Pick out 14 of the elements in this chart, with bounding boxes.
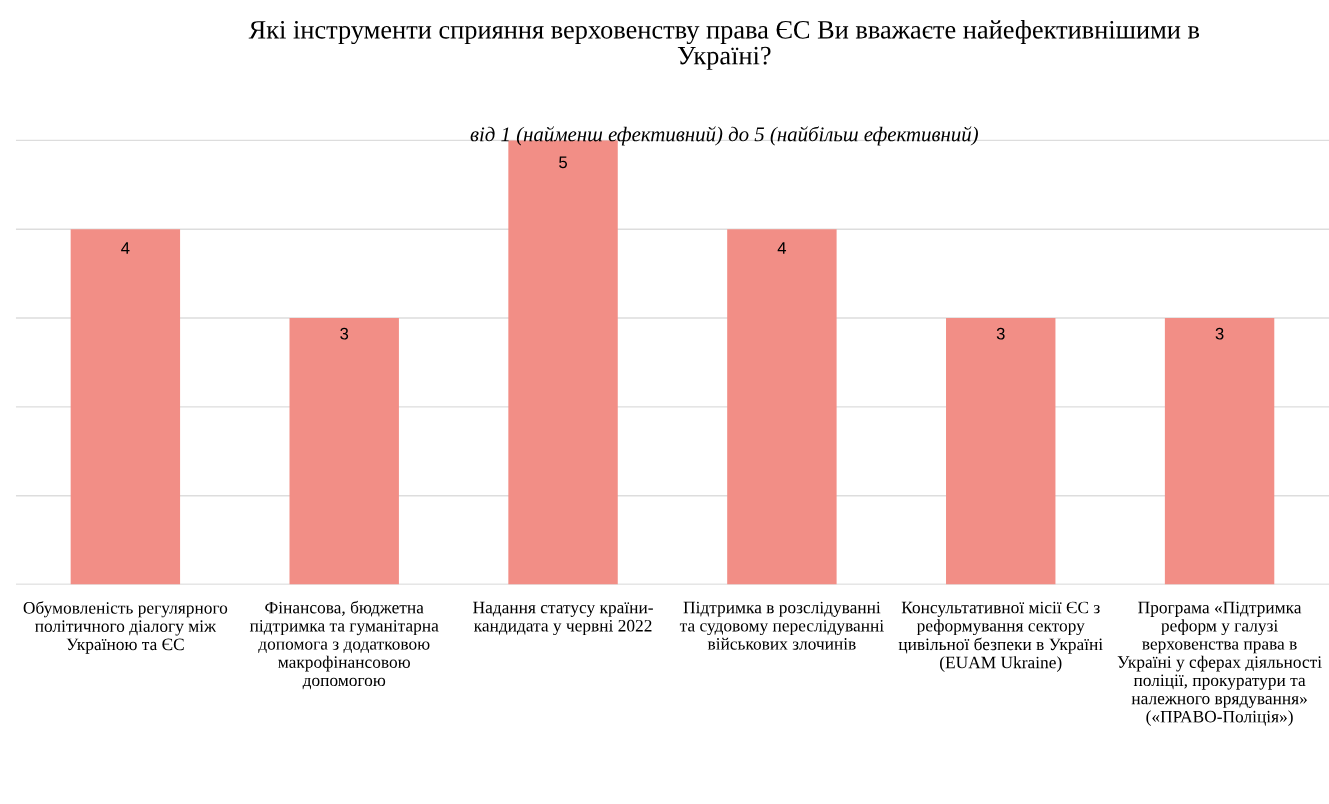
x-tick-label: Підтримка в розслідуванні та судовому переслідуванні військових злочинів [679,601,884,650]
chart-title: Які інструменти сприяння верховенству права ЄС Ви вважаєте найефективнішими в Україні? [248,20,1200,70]
x-tick-label: Надання статусу країни- кандидата у червні 2022 [473,601,653,636]
data-label: 4 [777,242,787,254]
x-tick-label: Програма «Підтримка реформ у галузі верховенства права в Україні у сферах діяльності поліції, прокуратури та належного врядування» («ПРАВО-Поліція») [1117,601,1322,727]
x-tick-label: Обумовленість регулярного політичного діалогу між Україною та ЄС [23,601,228,654]
data-label: 3 [340,327,349,340]
data-label: 4 [121,242,130,254]
data-label: 3 [996,327,1005,340]
x-tick-label: Консультативної місії ЄС з реформування сектору цивільної безпеки в Україні (EUAM Ukraine) [898,601,1103,672]
data-label: 5 [559,156,567,169]
x-tick-label: Фінансова, бюджетна підтримка та гуманітарна допомога з додатковою макрофінансовою допомогою [249,600,439,690]
data-label: 3 [1215,327,1224,340]
chart-subtitle: від 1 (найменш ефективний) до 5 (найбільш ефективний) [470,126,978,146]
